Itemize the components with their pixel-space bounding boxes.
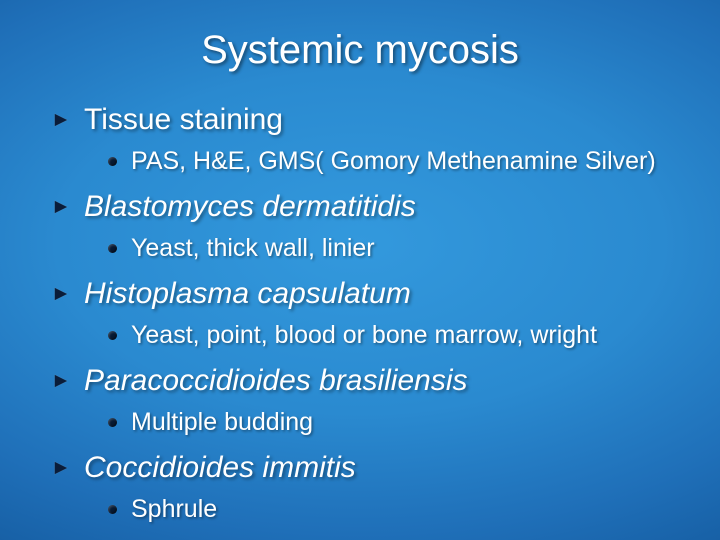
list-item: Yeast, point, blood or bone marrow, wrig…: [108, 321, 680, 350]
list-item: Coccidioides immitis Sphrule: [52, 451, 680, 524]
bullet-list-level2: Multiple budding: [52, 408, 680, 437]
level2-text: Yeast, thick wall, linier: [131, 234, 375, 263]
level1-row: Paracoccidioides brasiliensis: [52, 364, 680, 398]
arrow-bullet-icon: [52, 285, 70, 303]
level2-text: Sphrule: [131, 495, 217, 524]
level2-row: Multiple budding: [108, 408, 680, 437]
list-item: Paracoccidioides brasiliensis Multiple bu…: [52, 364, 680, 437]
slide: Systemic mycosis Tissue staining PAS, H&E…: [0, 0, 720, 540]
list-item: Blastomyces dermatitidis Yeast, thick wal…: [52, 190, 680, 263]
level1-row: Histoplasma capsulatum: [52, 277, 680, 311]
bullet-list-level2: Yeast, thick wall, linier: [52, 234, 680, 263]
level2-row: Yeast, point, blood or bone marrow, wrig…: [108, 321, 680, 350]
arrow-bullet-icon: [52, 372, 70, 390]
level2-row: PAS, H&E, GMS( Gomory Methenamine Silver…: [108, 147, 680, 176]
level1-row: Tissue staining: [52, 103, 680, 137]
list-item: PAS, H&E, GMS( Gomory Methenamine Silver…: [108, 147, 680, 176]
arrow-bullet-icon: [52, 111, 70, 129]
bullet-list-level1: Tissue staining PAS, H&E, GMS( Gomory Met…: [40, 103, 680, 524]
level2-row: Yeast, thick wall, linier: [108, 234, 680, 263]
level1-row: Coccidioides immitis: [52, 451, 680, 485]
list-item: Yeast, thick wall, linier: [108, 234, 680, 263]
level2-row: Sphrule: [108, 495, 680, 524]
list-item: Multiple budding: [108, 408, 680, 437]
list-item: Tissue staining PAS, H&E, GMS( Gomory Met…: [52, 103, 680, 176]
level1-text: Paracoccidioides brasiliensis: [84, 364, 468, 398]
level1-text: Tissue staining: [84, 103, 283, 137]
bullet-list-level2: Sphrule: [52, 495, 680, 524]
arrow-bullet-icon: [52, 459, 70, 477]
bullet-list-level2: Yeast, point, blood or bone marrow, wrig…: [52, 321, 680, 350]
dot-bullet-icon: [108, 418, 117, 427]
level2-text: Yeast, point, blood or bone marrow, wrig…: [131, 321, 597, 350]
level1-row: Blastomyces dermatitidis: [52, 190, 680, 224]
list-item: Sphrule: [108, 495, 680, 524]
dot-bullet-icon: [108, 331, 117, 340]
bullet-list-level2: PAS, H&E, GMS( Gomory Methenamine Silver…: [52, 147, 680, 176]
level1-text: Blastomyces dermatitidis: [84, 190, 416, 224]
level1-text: Coccidioides immitis: [84, 451, 356, 485]
level2-text: Multiple budding: [131, 408, 313, 437]
level2-text: PAS, H&E, GMS( Gomory Methenamine Silver…: [131, 147, 656, 176]
slide-title: Systemic mycosis: [40, 28, 680, 73]
level1-text: Histoplasma capsulatum: [84, 277, 411, 311]
dot-bullet-icon: [108, 505, 117, 514]
list-item: Histoplasma capsulatum Yeast, point, bloo…: [52, 277, 680, 350]
dot-bullet-icon: [108, 244, 117, 253]
arrow-bullet-icon: [52, 198, 70, 216]
dot-bullet-icon: [108, 157, 117, 166]
